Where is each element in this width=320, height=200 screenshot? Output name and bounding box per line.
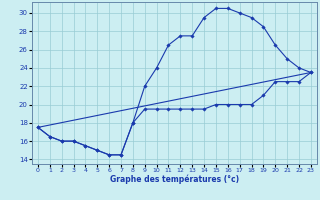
X-axis label: Graphe des températures (°c): Graphe des températures (°c) bbox=[110, 175, 239, 184]
